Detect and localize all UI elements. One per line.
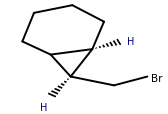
Text: H: H (127, 37, 135, 47)
Text: H: H (40, 102, 48, 112)
Text: Br: Br (151, 73, 162, 83)
